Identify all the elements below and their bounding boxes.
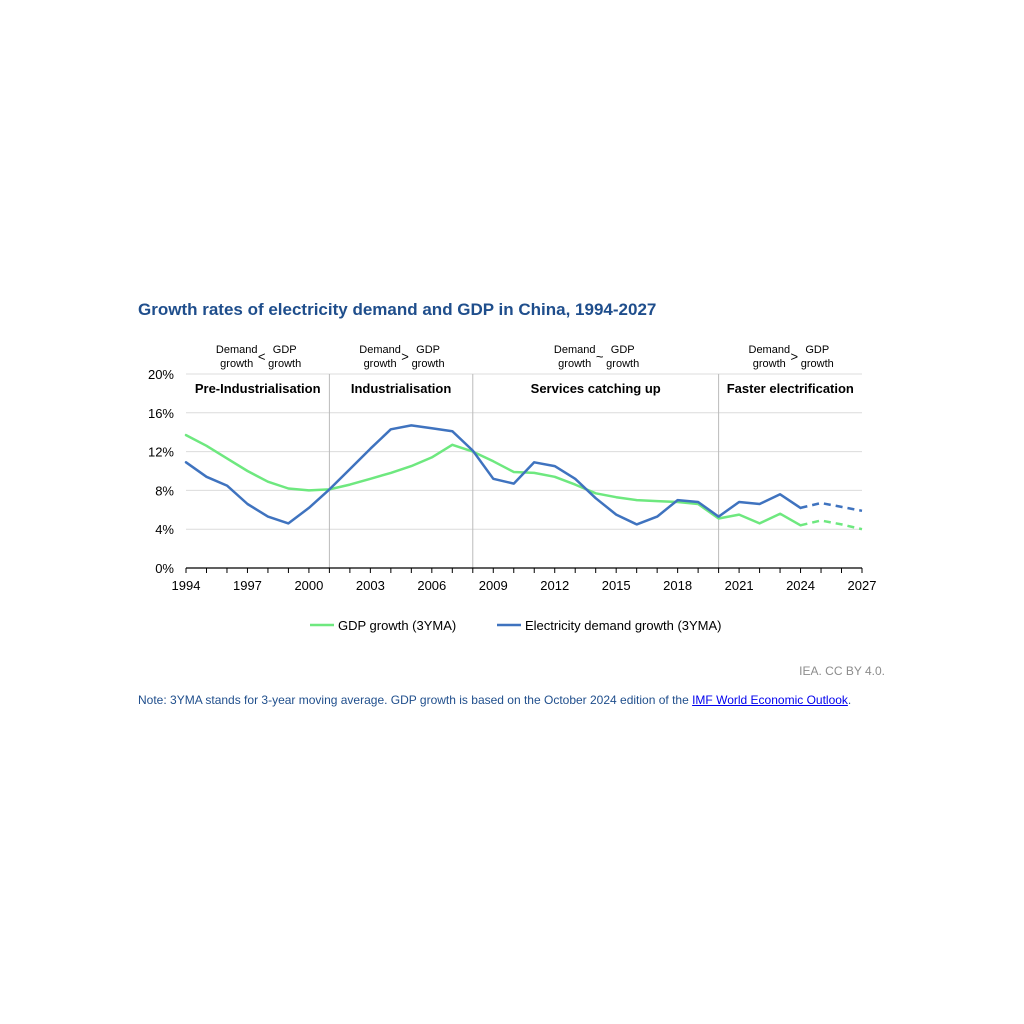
chart-note: Note: 3YMA stands for 3-year moving aver…: [138, 692, 888, 708]
x-tick-label: 1994: [172, 578, 201, 593]
y-tick-label: 20%: [148, 367, 174, 382]
phase-gdp-label: growth: [412, 358, 445, 370]
x-tick-label: 2000: [294, 578, 323, 593]
phase-gdp-label: growth: [268, 358, 301, 370]
imf-weo-link[interactable]: IMF World Economic Outlook: [692, 693, 848, 707]
phase-gdp-label: GDP: [805, 344, 829, 356]
phase-demand-label: Demand: [216, 344, 258, 356]
gdp-series-line: [184, 433, 802, 527]
phase-gdp-label: GDP: [611, 344, 635, 356]
x-tick-label: 2015: [602, 578, 631, 593]
phase-label: Industrialisation: [351, 381, 451, 396]
electricity-forecast-line: [800, 501, 863, 513]
x-tick-label: 2003: [356, 578, 385, 593]
electricity-series-line: [184, 424, 802, 526]
phase-comparison-symbol: ~: [596, 349, 604, 364]
x-tick-label: 2018: [663, 578, 692, 593]
phase-comparison-symbol: >: [791, 349, 799, 364]
x-tick-label: 2012: [540, 578, 569, 593]
y-tick-label: 12%: [148, 445, 174, 460]
phase-label: Pre-Industrialisation: [195, 381, 321, 396]
phase-demand-label: growth: [753, 358, 786, 370]
y-tick-label: 16%: [148, 406, 174, 421]
source-label: IEA. CC BY 4.0.: [799, 664, 885, 678]
phase-label: Services catching up: [531, 381, 661, 396]
phase-gdp-label: GDP: [273, 344, 297, 356]
phase-demand-label: growth: [558, 358, 591, 370]
gdp-legend-label: GDP growth (3YMA): [338, 618, 456, 633]
x-tick-label: 1997: [233, 578, 262, 593]
y-tick-label: 8%: [155, 483, 174, 498]
note-end: .: [847, 693, 852, 707]
note-text: Note: 3YMA stands for 3-year moving aver…: [138, 693, 693, 707]
phase-gdp-label: growth: [606, 358, 639, 370]
x-tick-label: 2027: [848, 578, 877, 593]
x-tick-label: 2021: [725, 578, 754, 593]
gdp-forecast-line: [800, 519, 863, 531]
x-tick-label: 2024: [786, 578, 815, 593]
y-tick-label: 4%: [155, 522, 174, 537]
electricity-legend-label: Electricity demand growth (3YMA): [525, 618, 722, 633]
x-tick-label: 2006: [417, 578, 446, 593]
phase-label: Faster electrification: [727, 381, 854, 396]
phase-demand-label: Demand: [359, 344, 401, 356]
chart-title: Growth rates of electricity demand and G…: [138, 300, 657, 319]
phase-demand-label: Demand: [554, 344, 596, 356]
phase-demand-label: growth: [364, 358, 397, 370]
x-tick-label: 2009: [479, 578, 508, 593]
phase-gdp-label: growth: [801, 358, 834, 370]
phase-comparison-symbol: >: [401, 349, 409, 364]
phase-comparison-symbol: <: [258, 349, 266, 364]
phase-demand-label: growth: [220, 358, 253, 370]
phase-demand-label: Demand: [749, 344, 791, 356]
y-tick-label: 0%: [155, 561, 174, 576]
phase-gdp-label: GDP: [416, 344, 440, 356]
